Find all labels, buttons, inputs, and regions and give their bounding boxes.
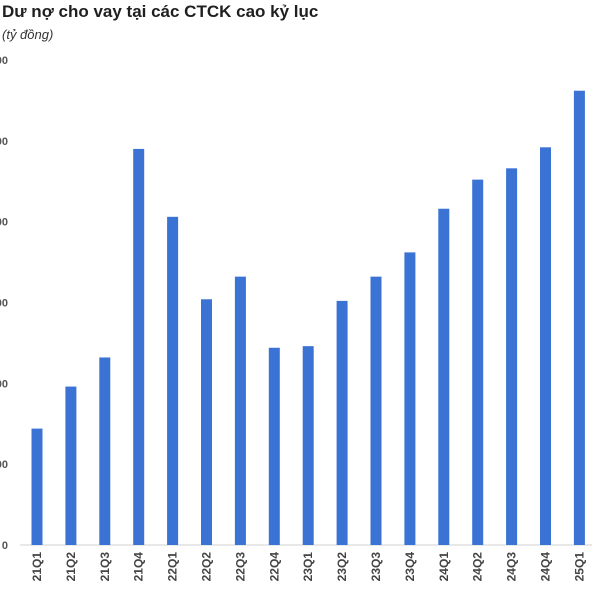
y-tick-label: 0 <box>2 540 8 552</box>
x-tick-label: 23Q2 <box>335 552 349 582</box>
bar-23Q4 <box>404 252 416 545</box>
bar-21Q2 <box>65 386 77 545</box>
chart-title: Dư nợ cho vay tại các CTCK cao kỷ lục <box>2 2 319 21</box>
x-tick-label: 22Q2 <box>200 552 214 582</box>
y-tick-label: 000 <box>0 55 8 67</box>
bar-22Q3 <box>234 276 246 545</box>
chart-subtitle: (tỷ đồng) <box>2 27 54 42</box>
bar-22Q2 <box>201 299 212 545</box>
x-tick-label: 21Q4 <box>132 552 146 582</box>
bar-25Q1 <box>573 90 585 545</box>
bar-21Q1 <box>31 428 43 545</box>
x-tick-label: 23Q4 <box>403 552 417 582</box>
x-tick-label: 25Q1 <box>572 552 586 582</box>
x-tick-label: 22Q4 <box>267 552 281 582</box>
x-tick-label: 22Q1 <box>166 552 180 582</box>
x-tick-label: 24Q3 <box>505 552 519 582</box>
x-tick-label: 21Q3 <box>98 552 112 582</box>
bar-24Q1 <box>438 208 450 545</box>
bar-21Q3 <box>99 357 111 545</box>
y-tick-label: 000 <box>0 217 8 229</box>
bar-24Q2 <box>472 179 484 545</box>
bar-21Q4 <box>133 148 145 545</box>
bar-23Q1 <box>302 346 314 545</box>
x-tick-label: 21Q2 <box>64 552 78 582</box>
x-tick-label: 23Q1 <box>301 552 315 582</box>
y-tick-label: 000 <box>0 136 8 148</box>
y-tick-label: 000 <box>0 459 8 471</box>
bar-24Q4 <box>540 147 551 546</box>
y-tick-label: 000 <box>0 378 8 390</box>
x-tick-label: 24Q2 <box>471 552 485 582</box>
bar-24Q3 <box>506 168 518 546</box>
bar-22Q4 <box>268 347 280 545</box>
x-tick-label: 21Q1 <box>30 552 44 582</box>
bar-23Q3 <box>370 276 382 545</box>
x-tick-label: 24Q1 <box>437 552 451 582</box>
x-tick-label: 22Q3 <box>233 552 247 582</box>
x-tick-label: 24Q4 <box>539 552 553 582</box>
bar-23Q2 <box>336 300 348 545</box>
bar-22Q1 <box>167 216 179 546</box>
y-tick-label: 000 <box>0 298 8 310</box>
x-tick-label: 23Q3 <box>369 552 383 582</box>
